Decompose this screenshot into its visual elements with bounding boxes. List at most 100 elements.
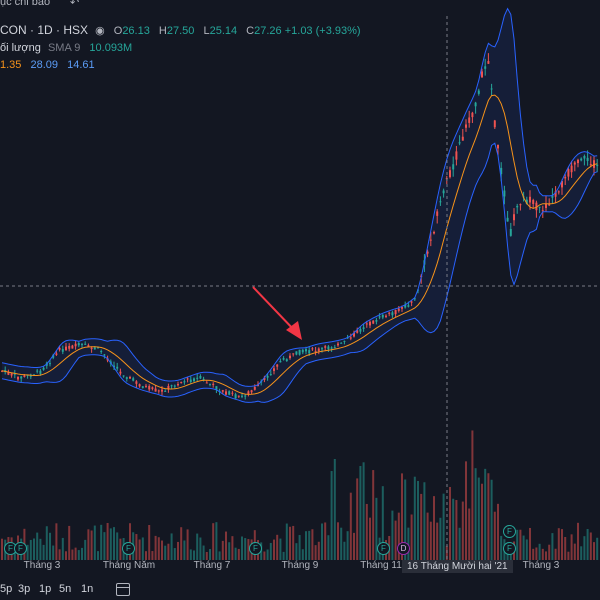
event-marker[interactable]: F bbox=[122, 542, 135, 555]
volume-bar bbox=[241, 536, 243, 560]
undo-icon[interactable]: ↶ bbox=[70, 0, 80, 9]
candle-body bbox=[372, 320, 375, 324]
volume-bar bbox=[215, 522, 218, 560]
candle-body bbox=[132, 378, 135, 381]
candle-body bbox=[596, 164, 599, 167]
timeframe-3p[interactable]: 3p bbox=[18, 583, 31, 595]
volume-bar bbox=[263, 551, 266, 560]
volume-bar bbox=[61, 537, 64, 560]
volume-bar bbox=[372, 470, 375, 560]
volume-bar bbox=[420, 493, 423, 560]
timeframe-5p[interactable]: 5p bbox=[0, 583, 13, 595]
candle-body bbox=[503, 190, 506, 197]
volume-bar bbox=[266, 549, 269, 560]
volume-bar bbox=[413, 476, 416, 560]
volume-bar bbox=[164, 545, 167, 560]
visibility-icon[interactable]: ◉ bbox=[95, 25, 105, 37]
candle-body bbox=[215, 386, 218, 390]
candle-body bbox=[429, 239, 432, 241]
volume-bar bbox=[247, 539, 250, 560]
candle-body bbox=[538, 206, 541, 208]
candle-body bbox=[202, 378, 205, 380]
close-label: C bbox=[246, 25, 255, 37]
volume-bar bbox=[225, 531, 227, 560]
volume-bar bbox=[353, 532, 355, 560]
candle-body bbox=[439, 201, 442, 203]
candle-body bbox=[391, 312, 394, 316]
event-marker[interactable]: F bbox=[503, 525, 516, 538]
candle-body bbox=[100, 351, 103, 353]
calendar-icon[interactable] bbox=[116, 583, 130, 596]
candle-body bbox=[513, 214, 515, 221]
volume-bar bbox=[58, 549, 61, 560]
candle-body bbox=[545, 203, 547, 208]
volume-bar bbox=[394, 520, 397, 560]
candle-body bbox=[10, 373, 13, 376]
candle-body bbox=[39, 370, 42, 374]
candle-body bbox=[289, 355, 291, 359]
bb-lower-value: 14.61 bbox=[67, 59, 95, 71]
timeframe-1n[interactable]: 1n bbox=[81, 583, 94, 595]
volume-bar bbox=[52, 545, 55, 560]
candle-body bbox=[554, 191, 557, 197]
volume-bar bbox=[564, 536, 567, 560]
candle-body bbox=[58, 347, 61, 350]
candle-body bbox=[87, 345, 90, 347]
candle-body bbox=[116, 366, 119, 369]
symbol-label[interactable]: CON · 1D · HSX bbox=[0, 23, 89, 37]
candle-body bbox=[247, 391, 250, 394]
candle-body bbox=[407, 305, 410, 307]
event-marker[interactable]: F bbox=[14, 542, 27, 555]
volume-bar bbox=[228, 542, 231, 560]
candle-body bbox=[397, 308, 400, 311]
candle-body bbox=[180, 382, 183, 384]
timeframe-1p[interactable]: 1p bbox=[39, 583, 52, 595]
candle-body bbox=[365, 323, 368, 325]
volume-bar bbox=[218, 551, 221, 560]
volume-bar bbox=[426, 512, 429, 560]
volume-bar bbox=[1, 538, 3, 560]
volume-bar bbox=[484, 468, 487, 560]
volume-bar bbox=[548, 544, 551, 560]
volume-bar bbox=[301, 549, 304, 560]
volume-bar bbox=[55, 523, 58, 560]
volume-bar bbox=[106, 522, 109, 560]
x-tick: Tháng Năm bbox=[102, 560, 156, 571]
volume-bar bbox=[180, 527, 183, 560]
volume-bar bbox=[39, 538, 42, 560]
time-axis[interactable]: Tháng 3 Tháng Năm Tháng 7 Tháng 9 Tháng … bbox=[0, 560, 600, 576]
volume-bar bbox=[330, 471, 333, 560]
candle-body bbox=[231, 392, 234, 394]
volume-bar bbox=[285, 523, 288, 560]
candle-body bbox=[77, 343, 80, 346]
candle-body bbox=[209, 383, 211, 385]
candle-body bbox=[583, 156, 586, 159]
candle-body bbox=[577, 159, 579, 164]
indicators-label[interactable]: ục chỉ báo bbox=[0, 0, 51, 8]
event-marker[interactable]: F bbox=[249, 542, 262, 555]
event-marker[interactable]: F bbox=[377, 542, 390, 555]
volume-bar bbox=[554, 548, 557, 560]
volume-bar bbox=[410, 514, 413, 560]
candle-body bbox=[23, 375, 26, 377]
candle-body bbox=[442, 190, 445, 194]
candle-body bbox=[458, 142, 461, 144]
volume-label[interactable]: ối lượng bbox=[0, 42, 41, 54]
candle-body bbox=[113, 365, 115, 368]
candle-body bbox=[193, 378, 195, 382]
candle-body bbox=[593, 160, 595, 168]
volume-bar bbox=[375, 497, 378, 560]
volume-value: 10.093M bbox=[89, 42, 133, 54]
volume-bar bbox=[452, 498, 455, 560]
event-marker[interactable]: F bbox=[503, 542, 516, 555]
volume-bar bbox=[474, 468, 477, 560]
event-marker[interactable]: D bbox=[397, 542, 410, 555]
volume-bar bbox=[298, 535, 301, 560]
volume-bar bbox=[209, 549, 211, 560]
candle-body bbox=[167, 385, 170, 389]
volume-bar bbox=[84, 539, 87, 560]
volume-bar bbox=[449, 486, 451, 560]
candle-body bbox=[516, 205, 519, 208]
timeframe-5n[interactable]: 5n bbox=[59, 583, 72, 595]
